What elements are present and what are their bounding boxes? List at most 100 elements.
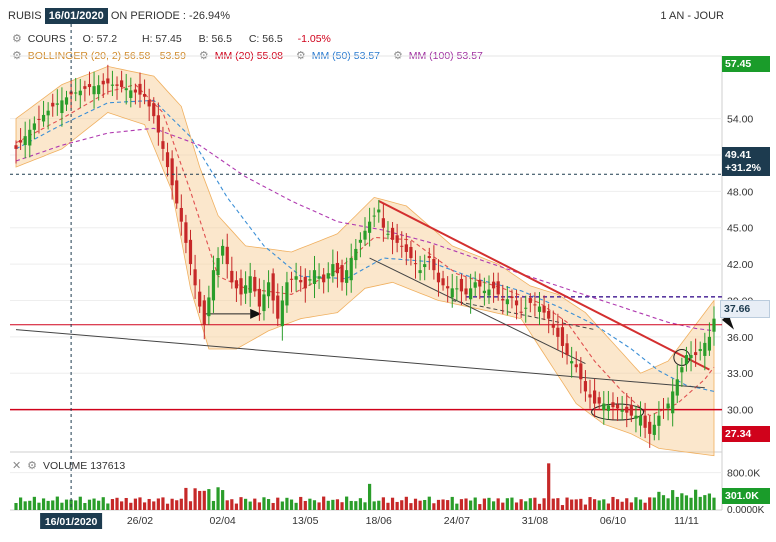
gear-icon[interactable]: ⚙ bbox=[12, 33, 22, 45]
crosshair-date-label: 16/01/2020 bbox=[45, 516, 98, 528]
candle bbox=[262, 279, 266, 321]
candle bbox=[671, 378, 675, 427]
candle bbox=[377, 199, 381, 223]
volume-bar bbox=[326, 500, 330, 510]
mm50-line bbox=[15, 99, 715, 392]
candle bbox=[83, 80, 87, 102]
candle-body bbox=[514, 300, 519, 306]
volume-bar bbox=[666, 498, 670, 510]
candle-body bbox=[542, 305, 546, 313]
volume-bar bbox=[207, 489, 211, 510]
candle bbox=[161, 126, 165, 161]
candle bbox=[340, 259, 344, 291]
downtrend-line bbox=[378, 200, 710, 371]
candle-body bbox=[423, 264, 427, 268]
volume-bar bbox=[657, 491, 661, 510]
candle-body bbox=[615, 404, 620, 409]
close-icon[interactable]: ✕ bbox=[12, 460, 22, 472]
volume-bar bbox=[400, 500, 404, 510]
volume-bar bbox=[671, 490, 675, 510]
candle bbox=[133, 83, 137, 105]
candle bbox=[110, 70, 115, 97]
candle bbox=[184, 214, 188, 254]
candle bbox=[427, 247, 431, 270]
candle bbox=[537, 292, 542, 326]
candle bbox=[432, 245, 436, 280]
candle bbox=[661, 397, 666, 419]
candle-body bbox=[299, 280, 303, 283]
candle-body bbox=[372, 215, 376, 217]
candle bbox=[404, 233, 408, 266]
candle bbox=[395, 223, 399, 253]
candle-body bbox=[377, 209, 381, 213]
candle-body bbox=[634, 415, 638, 419]
candle-body bbox=[18, 140, 23, 143]
volume-bar bbox=[335, 499, 340, 510]
candle-body bbox=[60, 100, 64, 114]
neckline-dashed bbox=[452, 299, 595, 331]
candle bbox=[129, 77, 133, 108]
candle bbox=[597, 391, 601, 411]
candle bbox=[390, 221, 395, 255]
candle-body bbox=[638, 415, 643, 426]
candle bbox=[593, 378, 597, 418]
candle-body bbox=[657, 415, 661, 426]
volume-bar bbox=[221, 490, 225, 510]
volume-bar bbox=[602, 499, 606, 510]
change-value: -1.05% bbox=[297, 33, 331, 45]
candle bbox=[698, 341, 702, 361]
candle-body bbox=[64, 97, 69, 105]
candle-body bbox=[322, 274, 326, 283]
candle bbox=[115, 76, 119, 100]
candle bbox=[322, 268, 326, 294]
y-tick-label: 33.00 bbox=[727, 368, 753, 380]
volume-bar bbox=[491, 501, 496, 510]
volume-bar bbox=[120, 501, 124, 510]
candle-body bbox=[556, 327, 560, 337]
candle-body bbox=[666, 403, 670, 409]
candle-body bbox=[418, 270, 422, 274]
volume-bar bbox=[271, 502, 275, 510]
candle-body bbox=[51, 102, 55, 107]
candle-body bbox=[510, 296, 514, 299]
candle-body bbox=[395, 235, 399, 243]
candle-body bbox=[712, 318, 716, 332]
candle bbox=[684, 346, 689, 372]
candle bbox=[308, 270, 312, 286]
volume-bar bbox=[570, 499, 574, 510]
volume-bar bbox=[345, 496, 349, 510]
volume-bar bbox=[317, 502, 321, 510]
candle bbox=[469, 273, 473, 314]
candle bbox=[570, 346, 574, 378]
candle-body bbox=[698, 348, 702, 352]
candle-body bbox=[23, 136, 27, 146]
candle-body bbox=[266, 282, 271, 297]
candle-body bbox=[83, 86, 87, 89]
volume-bar bbox=[478, 504, 482, 510]
volume-bar bbox=[363, 502, 367, 510]
cours-label: COURS bbox=[27, 33, 66, 45]
candle-body bbox=[179, 207, 183, 222]
candle-body bbox=[120, 80, 124, 88]
gear-icon[interactable]: ⚙ bbox=[27, 460, 38, 472]
candle-body bbox=[390, 227, 395, 240]
volume-bar bbox=[533, 497, 537, 510]
candle bbox=[32, 116, 36, 140]
volume-bar bbox=[455, 503, 459, 510]
range-selector[interactable]: 1 AN - JOUR bbox=[660, 10, 724, 22]
volume-bar bbox=[170, 498, 174, 510]
volume-value: 137613 bbox=[90, 460, 126, 472]
candle bbox=[317, 263, 321, 290]
candle-body bbox=[661, 409, 666, 411]
volume-bar bbox=[606, 503, 610, 510]
x-tick-label: 24/07 bbox=[444, 515, 470, 527]
candle bbox=[87, 71, 92, 96]
y-tick-label: 36.00 bbox=[727, 332, 753, 344]
candle-body bbox=[574, 364, 578, 368]
last-volume-tag: 301.0K bbox=[722, 488, 770, 504]
candle bbox=[473, 271, 477, 297]
drawn-annotations bbox=[10, 200, 734, 421]
volume-bar bbox=[441, 499, 445, 510]
candle bbox=[666, 397, 670, 421]
